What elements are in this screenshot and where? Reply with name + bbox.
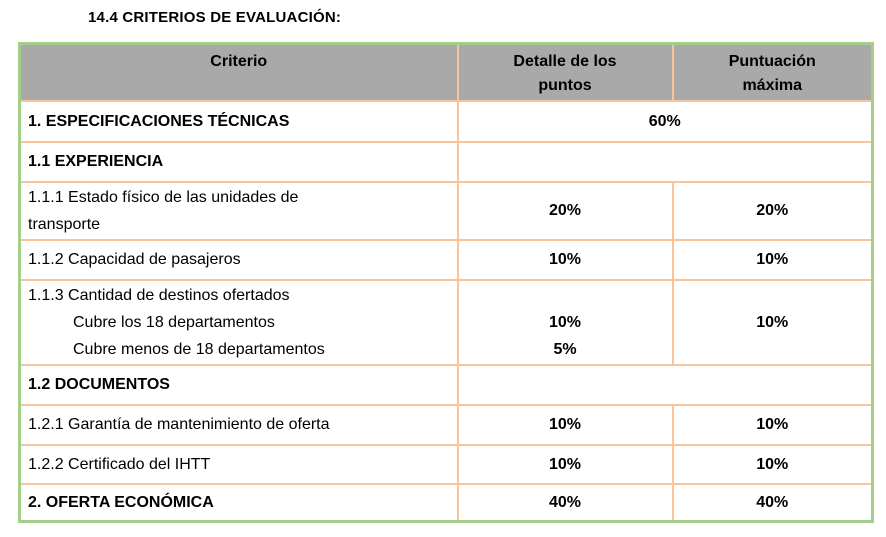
cell-line: 60% [648, 112, 681, 130]
cell-line: 1.1 EXPERIENCIA [28, 153, 164, 170]
criterio-cell: 1.1.3 Cantidad de destinos ofertados Cubr… [18, 278, 459, 366]
detalle-puntuacion-merged-cell [456, 140, 874, 183]
column-header-puntuacion: Puntuación máxima [671, 42, 874, 102]
table-row: 2. OFERTA ECONÓMICA 40% 40% [18, 482, 874, 523]
cell-line: Detalle de los [513, 53, 617, 70]
detalle-cell: 10% [456, 443, 674, 485]
table-row: 1.2.2 Certificado del IHTT 10% 10% [18, 443, 874, 485]
cell-line: 1.2.2 Certificado del IHTT [28, 455, 211, 473]
cell-line: Criterio [210, 53, 268, 70]
cell-line: 10% [756, 416, 789, 433]
detalle-puntuacion-merged-cell: 60% [456, 99, 874, 143]
puntuacion-cell: 10% [671, 238, 874, 281]
cell-line: 5% [553, 340, 577, 358]
header-row: Criterio Detalle de los puntos Puntuación má… [18, 42, 874, 102]
cell-line: 20% [756, 202, 789, 219]
detalle-cell: 10% [456, 403, 674, 446]
cell-line: 20% [548, 202, 582, 219]
table-row: 1.1.1 Estado físico de las unidades de tr… [18, 180, 874, 241]
detalle-cell: 40% [456, 482, 674, 523]
detalle-cell: 20% [456, 180, 674, 241]
cell-line: 1. ESPECIFICACIONES TÉCNICAS [28, 112, 290, 130]
cell-line: 10% [756, 313, 789, 331]
cell-line: máxima [742, 77, 803, 94]
criterio-cell: 1.2.2 Certificado del IHTT [18, 443, 459, 485]
column-header-detalle: Detalle de los puntos [456, 42, 674, 102]
cell-line: 10% [548, 416, 582, 433]
table-row: 1.1.2 Capacidad de pasajeros 10% 10% [18, 238, 874, 281]
puntuacion-cell: 40% [671, 482, 874, 523]
cell-line: 1.1.1 Estado físico de las unidades de [28, 188, 299, 206]
puntuacion-cell: 10% [671, 403, 874, 446]
cell-line: 1.1.2 Capacidad de pasajeros [28, 251, 241, 268]
section-title: 14.4 CRITERIOS DE EVALUACIÓN: [88, 9, 342, 26]
detalle-cell: 10% 5% [456, 278, 674, 366]
criterio-cell: 1.2.1 Garantía de mantenimiento de ofert… [18, 403, 459, 446]
cell-line: 40% [756, 493, 789, 511]
cell-line: 2. OFERTA ECONÓMICA [28, 493, 214, 511]
cell-line: 10% [756, 455, 789, 473]
cell-line: 40% [548, 493, 582, 511]
cell-line: Cubre los 18 departamentos [73, 313, 275, 331]
cell-line: 10% [756, 251, 789, 268]
cell-line: transporte [28, 215, 101, 233]
column-header-criterio: Criterio [18, 42, 459, 102]
table-row: 1.2.1 Garantía de mantenimiento de ofert… [18, 403, 874, 446]
criterio-cell: 1.1.1 Estado físico de las unidades de tr… [18, 180, 459, 241]
cell-line: puntos [538, 77, 592, 94]
puntuacion-cell: 20% [671, 180, 874, 241]
cell-line: Cubre menos de 18 departamentos [73, 340, 325, 358]
table-row: 1. ESPECIFICACIONES TÉCNICAS 60% [18, 99, 874, 143]
criterio-cell: 1.2 DOCUMENTOS [18, 363, 459, 406]
cell-line: 10% [548, 455, 582, 473]
cell-line: 10% [548, 313, 582, 331]
puntuacion-cell: 10% [671, 443, 874, 485]
detalle-cell: 10% [456, 238, 674, 281]
cell-line: 1.2 DOCUMENTOS [28, 376, 170, 393]
criterio-cell: 1.1.2 Capacidad de pasajeros [18, 238, 459, 281]
table-row: 1.2 DOCUMENTOS [18, 363, 874, 406]
cell-line: 1.2.1 Garantía de mantenimiento de ofert… [28, 416, 330, 433]
cell-line: 10% [548, 251, 582, 268]
criterio-cell: 1. ESPECIFICACIONES TÉCNICAS [18, 99, 459, 143]
cell-line: Puntuación [728, 53, 816, 70]
cell-line [460, 282, 671, 309]
puntuacion-cell: 10% [671, 278, 874, 366]
evaluation-criteria-table: Criterio Detalle de los puntos Puntuación má… [18, 42, 874, 523]
table-row: 1.1.3 Cantidad de destinos ofertados Cubr… [18, 278, 874, 366]
detalle-puntuacion-merged-cell [456, 363, 874, 406]
criterio-cell: 1.1 EXPERIENCIA [18, 140, 459, 183]
table-row: 1.1 EXPERIENCIA [18, 140, 874, 183]
criterio-cell: 2. OFERTA ECONÓMICA [18, 482, 459, 523]
cell-line: 1.1.3 Cantidad de destinos ofertados [28, 286, 290, 304]
table-body: 1. ESPECIFICACIONES TÉCNICAS 60% 1.1 EXPER… [18, 99, 874, 523]
